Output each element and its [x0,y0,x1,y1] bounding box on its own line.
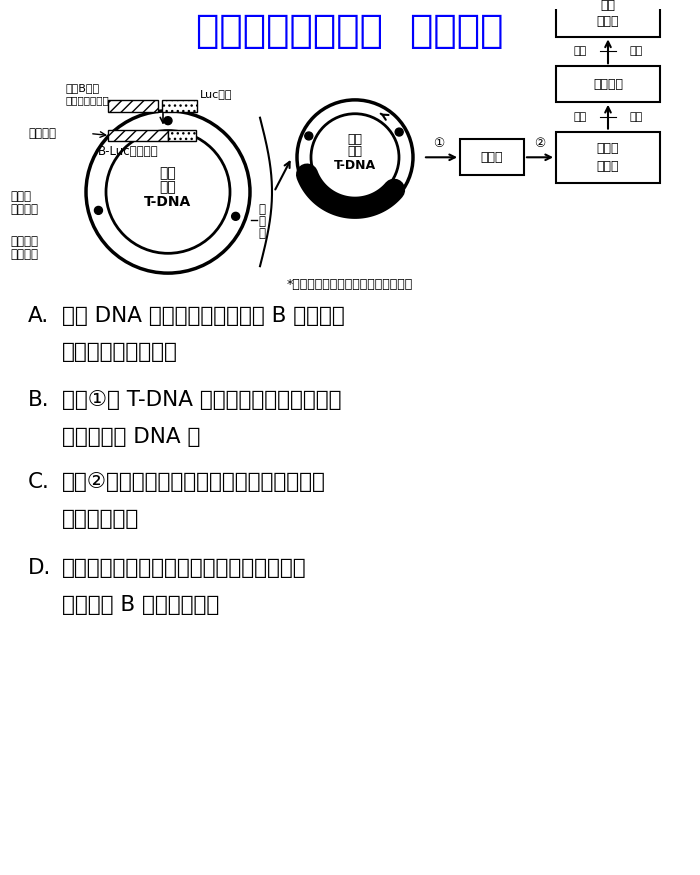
Text: 子: 子 [258,227,265,240]
Text: ①: ① [433,137,444,150]
Bar [556,0,660,37]
Text: ②: ② [534,137,545,150]
Text: 抗性基因: 抗性基因 [10,248,38,261]
Bar [460,139,524,175]
Text: 水稻幼苗: 水稻幼苗 [593,78,623,90]
Text: 荧光鉴定 B 基因是否表达: 荧光鉴定 B 基因是否表达 [62,595,219,615]
Text: 载体: 载体 [347,133,363,146]
Text: 微信公众号关注：  趋找答案: 微信公众号关注： 趋找答案 [196,11,504,50]
Text: 抗性基因: 抗性基因 [10,203,38,216]
Text: T-DNA: T-DNA [334,158,376,172]
Circle shape [94,206,102,214]
Bar [556,131,660,183]
Text: 表达: 表达 [160,180,176,194]
Text: 卡那霉素: 卡那霉素 [10,235,38,248]
Bar [108,130,168,142]
Text: 过程②转化筛选水稻愈伤组织时，需在培养基: 过程②转化筛选水稻愈伤组织时，需在培养基 [62,473,326,492]
Text: 鉴定: 鉴定 [573,112,587,122]
Text: 过程①中 T-DNA 以双链形式整合到受体细: 过程①中 T-DNA 以双链形式整合到受体细 [62,390,342,410]
Text: B-Luc融合基因: B-Luc融合基因 [98,145,158,158]
Text: Luc基因: Luc基因 [200,89,232,99]
Text: 潮霉素: 潮霉素 [10,191,31,203]
Text: 水稻愈: 水稻愈 [596,160,620,172]
Text: *可在水稻卵细胞中启动转录的启动子: *可在水稻卵细胞中启动转录的启动子 [287,277,413,290]
Text: 止: 止 [258,215,265,228]
Text: 转基因: 转基因 [596,15,620,28]
Text: 由于 DNA 聚合酶不能合成导致 B 基因在水: 由于 DNA 聚合酶不能合成导致 B 基因在水 [62,305,344,326]
Text: 可通过检测加入荧光素的卵细胞中是否发出: 可通过检测加入荧光素的卵细胞中是否发出 [62,558,307,578]
Bar [556,66,660,102]
Bar [162,100,197,112]
Text: 稻卵细胞中不能转录: 稻卵细胞中不能转录 [62,342,178,362]
Text: 编码蛋白的序列: 编码蛋白的序列 [65,94,108,105]
Text: T-DNA: T-DNA [144,195,192,209]
Text: 表达: 表达 [347,145,363,158]
Text: 启动子＊: 启动子＊ [28,127,56,140]
Circle shape [232,213,239,220]
Bar [108,100,158,112]
Circle shape [395,128,403,136]
Text: 伤组织: 伤组织 [596,142,620,155]
Text: D.: D. [28,558,51,578]
Text: 胞的染色体 DNA 上: 胞的染色体 DNA 上 [62,426,200,446]
Circle shape [87,112,249,272]
Circle shape [304,132,313,140]
Text: 终: 终 [258,203,265,216]
Text: 植株: 植株 [601,0,615,12]
Text: A.: A. [28,305,49,326]
Text: B.: B. [28,390,50,410]
Text: 载体: 载体 [160,166,176,180]
Text: C.: C. [28,473,50,492]
Text: 中加入潮霉素: 中加入潮霉素 [62,508,139,528]
Circle shape [298,101,412,214]
Text: 水稻B基因: 水稻B基因 [65,83,99,93]
Text: 筛选: 筛选 [629,46,643,56]
Circle shape [164,116,172,124]
Text: 鉴定: 鉴定 [573,46,587,56]
Text: 筛选: 筛选 [629,112,643,122]
Bar [168,130,196,142]
Text: 农杆菌: 农杆菌 [481,150,503,164]
